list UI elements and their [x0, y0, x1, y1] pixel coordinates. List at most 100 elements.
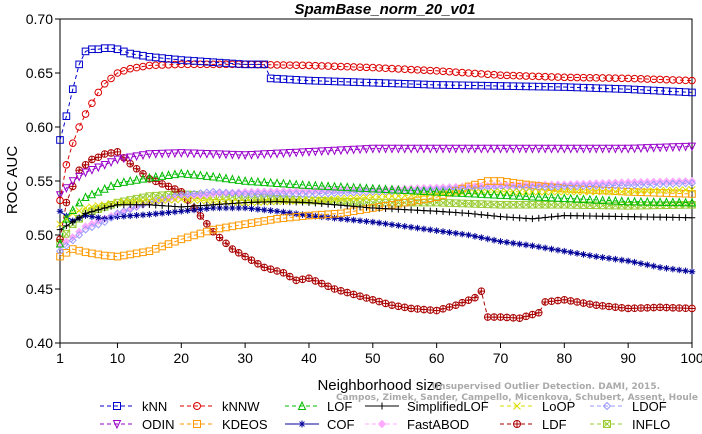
- data-point-odin: [196, 149, 205, 159]
- data-point-lof: [521, 191, 531, 201]
- data-point-odin: [509, 144, 518, 154]
- data-point-odin: [636, 144, 646, 154]
- data-point-lof: [585, 194, 594, 204]
- data-point-cof: [586, 252, 594, 259]
- data-point-odin: [528, 144, 537, 154]
- data-point-simplifiedlof: [631, 213, 638, 221]
- data-point-lof: [668, 197, 677, 207]
- data-point-loop: [586, 188, 594, 196]
- data-point-ldf-cross: [592, 301, 600, 309]
- data-point-simplifiedlof: [280, 198, 287, 206]
- data-point-ldof: [573, 182, 582, 191]
- data-point-simplifiedlof: [235, 199, 243, 207]
- data-point-simplifiedlof: [69, 218, 77, 226]
- data-point-cof: [337, 215, 345, 223]
- data-point-knnw: [107, 74, 115, 83]
- data-point-ldf-cross: [337, 287, 345, 295]
- data-point-simplifiedlof: [114, 201, 121, 209]
- data-point-lof: [611, 195, 620, 205]
- data-point-odin: [183, 149, 192, 159]
- data-point-odin: [490, 144, 499, 154]
- data-point-kdeos: [196, 229, 205, 238]
- legend-item-ldof: LDOF: [590, 399, 667, 414]
- data-point-loop: [158, 196, 166, 204]
- data-point-simplifiedlof: [554, 212, 562, 220]
- data-point-inflo-cross: [375, 198, 383, 207]
- data-point-ldf-cross: [656, 304, 664, 311]
- data-point-inflo-cross: [484, 200, 492, 208]
- data-point-simplifiedlof: [209, 201, 217, 209]
- data-point-knn: [62, 112, 71, 121]
- data-point-cof: [229, 204, 236, 212]
- data-point-lof: [604, 195, 614, 205]
- legend-label-inflo: INFLO: [632, 417, 670, 432]
- data-point-loop: [630, 187, 639, 196]
- data-point-ldf-cross: [669, 304, 677, 312]
- data-point-inflo-cross: [509, 201, 517, 209]
- data-point-ldof: [298, 189, 307, 198]
- data-point-ldof: [336, 188, 345, 197]
- data-point-simplifiedlof: [248, 199, 255, 206]
- data-point-knnw: [100, 80, 109, 88]
- data-point-simplifiedlof: [618, 213, 626, 220]
- data-point-odin: [368, 144, 377, 154]
- legend-item-inflo: INFLO: [590, 417, 670, 432]
- x-tick-label: 1: [56, 350, 64, 366]
- data-point-simplifiedlof: [369, 204, 377, 212]
- data-point-lof: [228, 174, 237, 184]
- data-point-ldof: [656, 180, 665, 189]
- data-point-loop: [611, 188, 620, 196]
- legend-marker-inflo-cross: [603, 420, 611, 428]
- data-point-ldof: [592, 181, 601, 190]
- data-point-ldf-cross: [490, 313, 498, 321]
- data-point-ldf-cross: [197, 212, 204, 220]
- data-point-cof: [663, 264, 670, 272]
- data-point-loop: [318, 196, 326, 204]
- data-point-loop: [598, 188, 607, 196]
- data-point-odin: [598, 144, 607, 154]
- data-point-loop: [688, 185, 696, 194]
- data-point-odin: [541, 144, 550, 154]
- data-point-loop: [56, 220, 64, 228]
- data-point-cof: [375, 219, 383, 227]
- data-point-simplifiedlof: [592, 212, 600, 220]
- data-point-ldof: [324, 189, 333, 198]
- data-point-simplifiedlof: [637, 213, 645, 221]
- data-point-cof: [120, 212, 128, 220]
- data-point-odin: [177, 149, 186, 158]
- data-point-cof: [580, 251, 587, 258]
- data-point-simplifiedlof: [605, 213, 613, 220]
- data-point-ldof: [439, 185, 448, 194]
- data-point-loop: [375, 193, 383, 201]
- plot-area: 0.40 0.45 0.50 0.55 0.60 0.65 0.70 1 10 20 30 40 50 6…: [26, 11, 702, 366]
- data-point-lof: [592, 194, 601, 204]
- data-point-ldof: [132, 202, 141, 211]
- data-point-cof: [331, 214, 338, 222]
- data-point-ldof: [522, 183, 531, 192]
- data-point-odin: [483, 144, 492, 154]
- data-point-loop: [567, 188, 575, 196]
- data-point-inflo-cross: [573, 201, 581, 209]
- data-point-ldf-cross: [158, 180, 166, 188]
- data-point-cof: [133, 212, 140, 219]
- data-point-odin: [260, 150, 269, 160]
- data-point-odin: [477, 144, 486, 154]
- data-point-odin: [649, 143, 658, 153]
- data-point-ldf-cross: [401, 304, 409, 311]
- data-point-ldf-cross: [235, 249, 243, 257]
- series-odin: [55, 142, 697, 201]
- data-point-lof: [624, 196, 633, 206]
- data-point-ldf-cross: [286, 273, 294, 280]
- y-tick-label: 0.60: [26, 119, 53, 135]
- data-point-ldf-cross: [229, 245, 236, 253]
- data-point-cof: [395, 222, 402, 229]
- data-point-ldof: [94, 220, 103, 229]
- data-point-lof: [579, 194, 588, 204]
- data-point-ldof: [107, 213, 116, 222]
- series-line-loop: [59, 189, 693, 225]
- data-point-knn: [260, 60, 269, 69]
- legend-label-odin: ODIN: [142, 417, 175, 432]
- data-point-inflo-cross: [464, 200, 473, 208]
- data-point-lof: [183, 169, 192, 178]
- data-point-lof: [113, 178, 122, 187]
